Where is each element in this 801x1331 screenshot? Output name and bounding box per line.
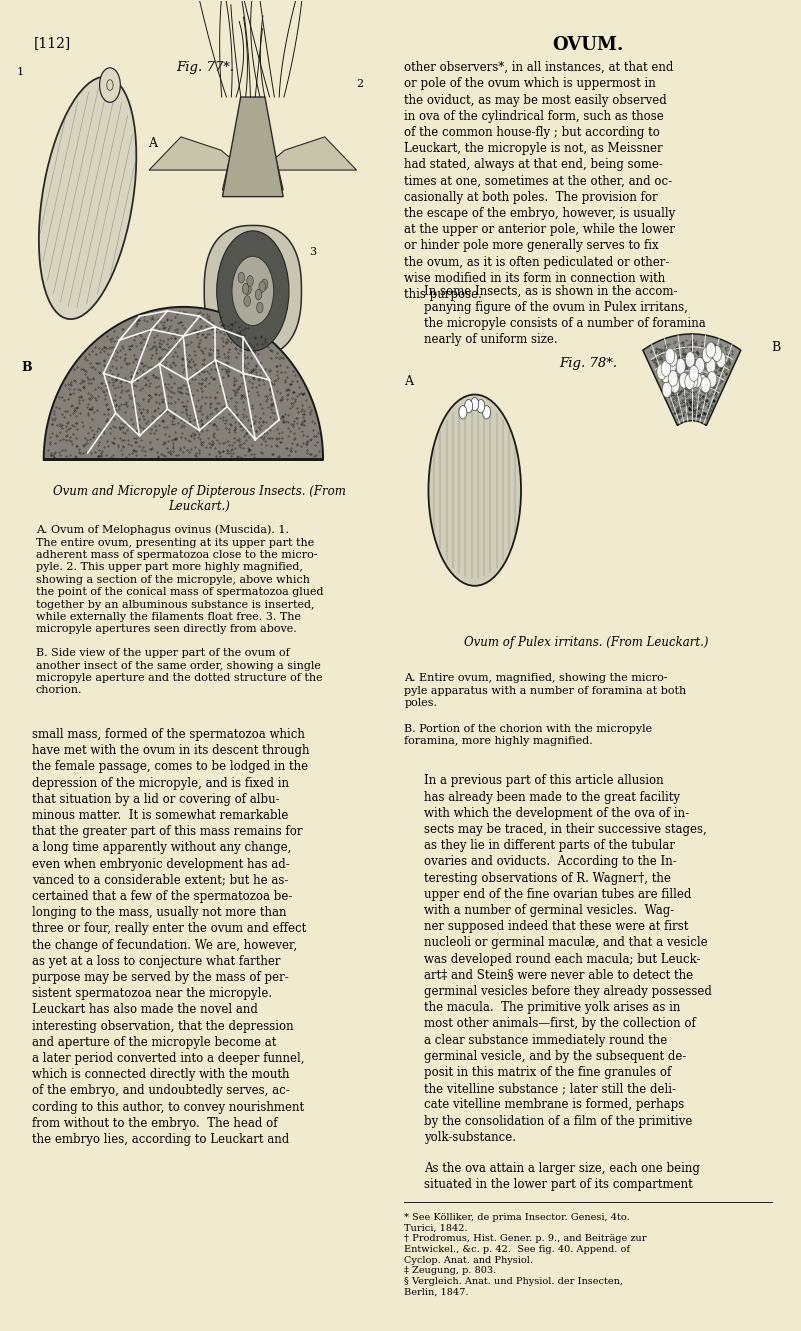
Circle shape: [706, 342, 715, 358]
Circle shape: [679, 373, 689, 389]
Ellipse shape: [429, 394, 521, 586]
Circle shape: [666, 358, 676, 374]
Text: 3: 3: [309, 248, 316, 257]
Text: In a previous part of this article allusion
has already been made to the great f: In a previous part of this article allus…: [425, 775, 712, 1143]
Text: Fig. 77*.: Fig. 77*.: [176, 61, 234, 75]
Text: A: A: [148, 137, 157, 150]
Circle shape: [662, 382, 672, 398]
Circle shape: [247, 276, 253, 286]
Circle shape: [706, 358, 715, 374]
Circle shape: [99, 68, 120, 102]
Polygon shape: [44, 307, 323, 459]
Polygon shape: [261, 137, 356, 170]
Circle shape: [668, 350, 678, 366]
Circle shape: [256, 302, 263, 313]
Text: Ovum and Micropyle of Dipterous Insects. (From
Leuckart.): Ovum and Micropyle of Dipterous Insects.…: [53, 484, 346, 512]
Circle shape: [712, 346, 722, 362]
Circle shape: [661, 361, 670, 377]
Circle shape: [243, 284, 249, 294]
Circle shape: [232, 257, 274, 326]
Circle shape: [668, 370, 678, 386]
Circle shape: [657, 363, 666, 379]
Polygon shape: [204, 225, 301, 357]
Circle shape: [465, 399, 473, 413]
Circle shape: [244, 295, 251, 306]
Circle shape: [482, 406, 490, 419]
Polygon shape: [149, 137, 245, 170]
Text: * See Kölliker, de prima Insector. Genesi, 4to.
Turici, 1842.
† Prodromus, Hist.: * See Kölliker, de prima Insector. Genes…: [405, 1213, 647, 1296]
Text: As the ova attain a larger size, each one being
situated in the lower part of it: As the ova attain a larger size, each on…: [425, 1162, 700, 1191]
Circle shape: [259, 281, 265, 293]
Circle shape: [716, 351, 726, 367]
Circle shape: [698, 374, 707, 390]
Circle shape: [676, 358, 686, 374]
Circle shape: [701, 377, 710, 393]
Text: B. Side view of the upper part of the ovum of
another insect of the same order, : B. Side view of the upper part of the ov…: [36, 648, 322, 695]
Polygon shape: [223, 124, 284, 190]
Circle shape: [702, 347, 712, 363]
Circle shape: [686, 351, 695, 367]
Circle shape: [217, 230, 289, 351]
Circle shape: [245, 284, 252, 294]
Text: In some Insects, as is shown in the accom-
panying figure of the ovum in Pulex i: In some Insects, as is shown in the acco…: [425, 285, 706, 346]
Circle shape: [707, 371, 717, 387]
Text: [112]: [112]: [34, 36, 70, 51]
Text: A: A: [404, 375, 413, 387]
Circle shape: [238, 273, 244, 284]
Text: Ovum of Pulex irritans. (From Leuckart.): Ovum of Pulex irritans. (From Leuckart.): [465, 636, 709, 650]
Circle shape: [665, 347, 674, 363]
Circle shape: [471, 398, 479, 411]
Circle shape: [256, 289, 262, 299]
Text: OVUM.: OVUM.: [553, 36, 624, 55]
Text: small mass, formed of the spermatozoa which
have met with the ovum in its descen: small mass, formed of the spermatozoa wh…: [32, 728, 309, 1146]
Text: Fig. 78*.: Fig. 78*.: [559, 357, 617, 370]
Text: A. Ovum of Melophagus ovinus (Muscida). 1.
The entire ovum, presenting at its up: A. Ovum of Melophagus ovinus (Muscida). …: [36, 524, 324, 635]
Circle shape: [695, 358, 705, 374]
Text: B. Portion of the chorion with the micropyle
foramina, more highly magnified.: B. Portion of the chorion with the micro…: [405, 724, 653, 747]
Circle shape: [692, 371, 702, 387]
Text: 2: 2: [356, 79, 364, 89]
Text: B: B: [21, 362, 32, 374]
Circle shape: [689, 366, 698, 382]
Text: B: B: [771, 341, 780, 354]
Circle shape: [261, 280, 268, 290]
Text: A. Entire ovum, magnified, showing the micro-
pyle apparatus with a number of fo: A. Entire ovum, magnified, showing the m…: [405, 673, 686, 708]
Ellipse shape: [39, 77, 136, 319]
Circle shape: [685, 374, 694, 390]
Circle shape: [688, 373, 698, 389]
Circle shape: [459, 406, 467, 419]
Text: other observers*, in all instances, at that end
or pole of the ovum which is upp: other observers*, in all instances, at t…: [405, 61, 676, 301]
Circle shape: [477, 399, 485, 413]
Text: 1: 1: [16, 67, 23, 77]
Circle shape: [670, 377, 680, 393]
Polygon shape: [223, 97, 284, 197]
Polygon shape: [643, 334, 741, 426]
Circle shape: [661, 367, 670, 383]
